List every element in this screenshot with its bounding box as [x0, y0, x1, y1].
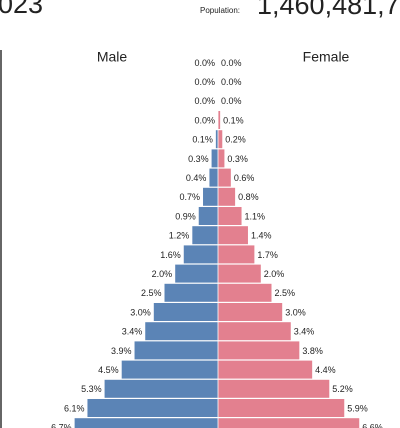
female-bar	[218, 264, 261, 283]
value-label: 3.8%	[302, 346, 323, 356]
female-bar	[218, 187, 236, 206]
female-bar	[218, 130, 223, 149]
female-bar	[218, 283, 272, 302]
legend-female: Female	[303, 49, 350, 65]
legend-male: Male	[97, 49, 128, 65]
female-bar	[218, 379, 330, 398]
male-bar	[175, 264, 218, 283]
value-label: 6.6%	[362, 423, 383, 428]
value-label: 0.0%	[194, 58, 215, 68]
value-label: 5.3%	[81, 384, 102, 394]
population-label: Population:	[200, 6, 240, 15]
male-bar	[164, 283, 218, 302]
value-label: 4.4%	[315, 365, 336, 375]
value-label: 0.1%	[223, 115, 244, 125]
female-bar	[218, 341, 300, 360]
male-bar	[74, 418, 219, 428]
value-label: 1.6%	[160, 250, 181, 260]
value-label: 5.2%	[332, 384, 353, 394]
male-bar	[215, 130, 218, 149]
female-bar	[218, 303, 283, 321]
female-bar	[218, 360, 313, 379]
male-bar	[134, 341, 218, 360]
value-label: 0.6%	[234, 173, 255, 183]
value-label: 1.4%	[251, 231, 272, 241]
value-label: 3.9%	[111, 346, 132, 356]
male-bar	[192, 226, 218, 245]
value-label: 0.0%	[221, 77, 242, 87]
value-label: 0.3%	[188, 154, 209, 164]
value-label: 0.2%	[225, 135, 246, 145]
value-label: 2.0%	[264, 269, 285, 279]
male-bar	[145, 322, 218, 341]
value-label: 0.0%	[221, 96, 242, 106]
value-label: 6.7%	[51, 423, 72, 428]
female-bar	[218, 149, 225, 168]
value-label: 3.4%	[294, 327, 315, 337]
value-label: 6.1%	[64, 403, 85, 413]
value-label: 1.2%	[169, 231, 190, 241]
value-label: 1.7%	[257, 250, 278, 260]
male-bar	[203, 187, 218, 206]
value-label: 0.0%	[194, 77, 215, 87]
female-bar	[218, 322, 291, 341]
male-bar	[183, 245, 218, 264]
chart-title: 023	[0, 0, 43, 19]
value-label: 0.0%	[221, 58, 242, 68]
value-label: 0.0%	[194, 96, 215, 106]
female-bar	[218, 111, 221, 129]
female-bar	[218, 418, 360, 428]
male-bar	[121, 360, 218, 379]
value-label: 0.7%	[180, 192, 201, 202]
value-label: 2.5%	[275, 288, 296, 298]
population-value: 1,460,481,7	[257, 0, 400, 20]
value-label: 2.5%	[141, 288, 162, 298]
value-label: 0.9%	[175, 211, 196, 221]
female-bar	[218, 399, 345, 417]
value-label: 0.4%	[186, 173, 207, 183]
value-label: 0.8%	[238, 192, 259, 202]
value-label: 0.0%	[194, 115, 215, 125]
female-bar	[218, 168, 231, 187]
value-label: 0.3%	[227, 154, 248, 164]
value-label: 3.0%	[130, 307, 151, 317]
male-bar	[198, 207, 218, 225]
male-bar	[209, 168, 218, 187]
female-bar	[218, 245, 255, 264]
male-bar	[87, 399, 219, 417]
value-label: 0.1%	[192, 135, 213, 145]
value-label: 5.9%	[347, 403, 368, 413]
value-label: 2.0%	[152, 269, 173, 279]
value-label: 3.0%	[285, 307, 306, 317]
value-label: 4.5%	[98, 365, 119, 375]
male-bar	[211, 149, 218, 168]
value-label: 3.4%	[122, 327, 143, 337]
value-label: 1.1%	[245, 211, 266, 221]
male-bar	[104, 379, 218, 398]
female-bar	[218, 226, 248, 245]
female-bar	[218, 207, 242, 225]
male-bar	[153, 303, 218, 321]
